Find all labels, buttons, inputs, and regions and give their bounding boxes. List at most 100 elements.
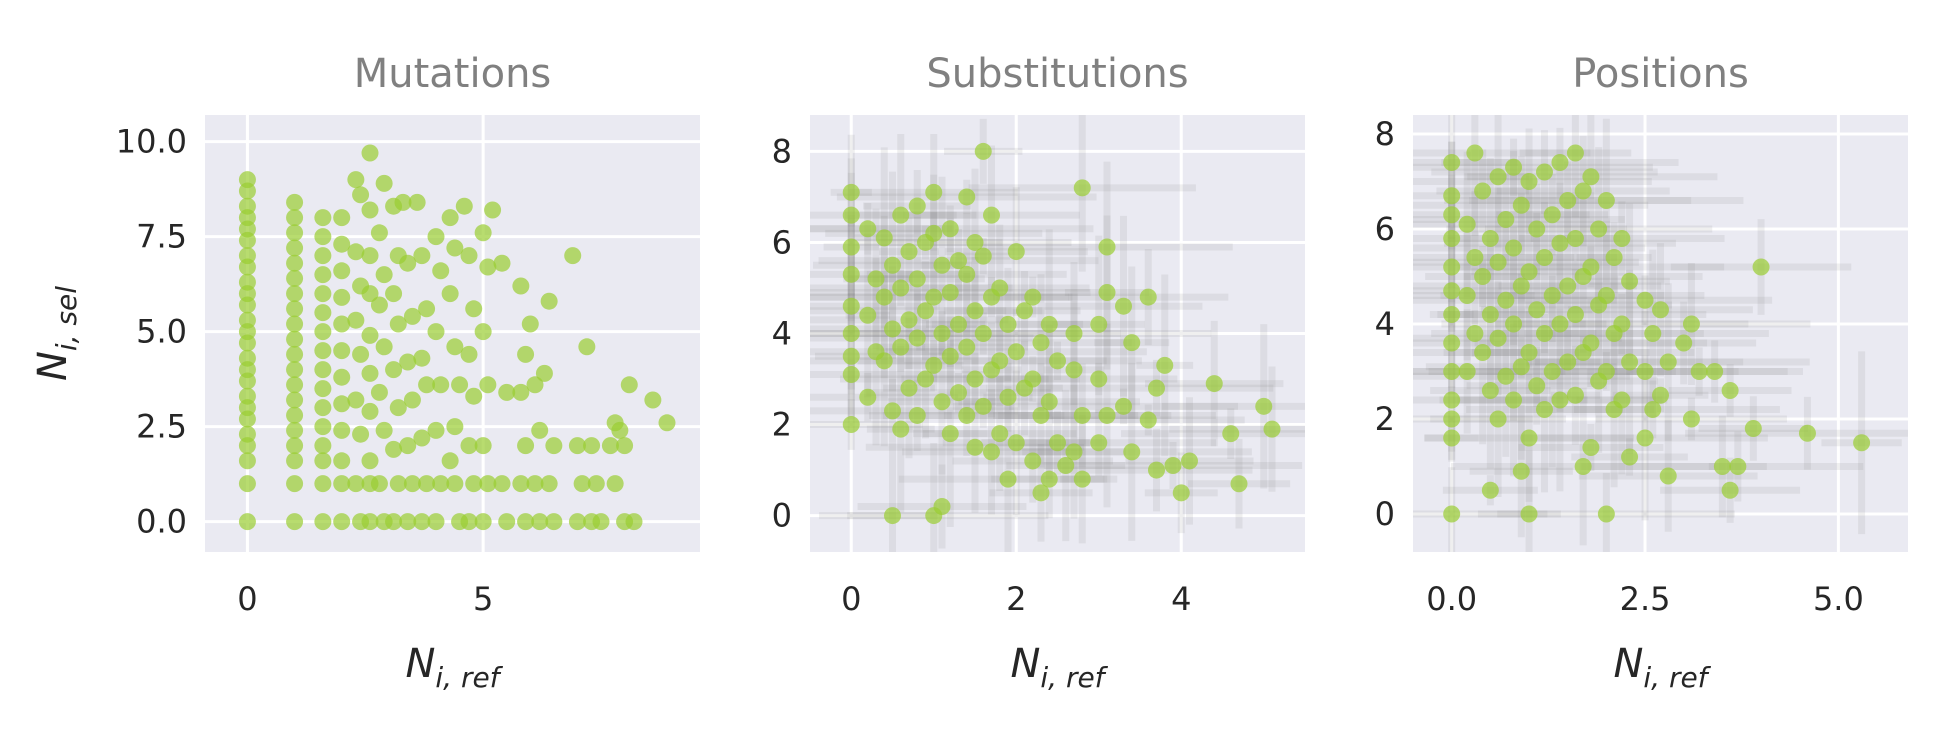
- scatter-point: [286, 421, 304, 439]
- scatter-point: [859, 220, 877, 238]
- scatter-point: [460, 437, 478, 455]
- scatter-point: [568, 513, 586, 531]
- scatter-point: [1535, 325, 1553, 342]
- scatter-point: [314, 475, 332, 493]
- scatter-point: [974, 142, 992, 160]
- y-tick-label: 2: [772, 406, 792, 444]
- scatter-point: [999, 470, 1017, 488]
- scatter-point: [370, 224, 388, 242]
- scatter-point: [432, 262, 450, 280]
- scatter-point: [1613, 315, 1631, 333]
- scatter-point: [842, 297, 860, 315]
- scatter-point: [286, 513, 304, 531]
- y-tick-label: 10.0: [116, 123, 187, 161]
- y-tick-label: 5.0: [136, 313, 187, 351]
- scatter-point: [592, 513, 610, 531]
- scatter-point: [983, 443, 1000, 461]
- scatter-point: [1528, 377, 1546, 395]
- scatter-point: [479, 475, 497, 493]
- scatter-point: [1566, 144, 1584, 162]
- x-tick-label: 4: [1171, 580, 1191, 618]
- scatter-point: [347, 171, 365, 189]
- scatter-point: [1535, 401, 1553, 418]
- scatter-point: [1443, 258, 1461, 276]
- scatter-point: [601, 437, 619, 455]
- scatter-point: [493, 475, 511, 493]
- scatter-point: [333, 262, 351, 280]
- scatter-point: [375, 174, 393, 192]
- scatter-point: [1520, 344, 1538, 361]
- scatter-point: [540, 292, 558, 310]
- y-tick-label: 4: [1375, 305, 1395, 343]
- scatter-point: [1566, 306, 1584, 323]
- scatter-point: [493, 254, 511, 272]
- scatter-point: [1205, 375, 1223, 393]
- y-tick-label: 7.5: [136, 218, 187, 256]
- scatter-point: [286, 315, 304, 333]
- scatter-point: [394, 193, 412, 211]
- scatter-point: [1621, 353, 1639, 371]
- scatter-point: [333, 342, 351, 360]
- scatter-point: [1644, 325, 1662, 342]
- scatter-point: [238, 410, 256, 428]
- scatter-point: [1597, 505, 1615, 523]
- scatter-point: [1597, 363, 1615, 380]
- scatter-point: [1621, 272, 1639, 290]
- scatter-point: [512, 277, 530, 295]
- scatter-point: [1443, 187, 1461, 205]
- scatter-point: [1098, 284, 1116, 302]
- scatter-point: [950, 384, 967, 402]
- scatter-point: [1016, 302, 1033, 320]
- scatter-point: [966, 438, 984, 456]
- scatter-point: [1535, 163, 1553, 181]
- scatter-point: [314, 209, 332, 227]
- scatter-point: [1512, 277, 1530, 295]
- y-tick-label: 4: [772, 315, 792, 353]
- scatter-point: [908, 197, 926, 215]
- scatter-point: [432, 475, 450, 493]
- scatter-point: [1123, 443, 1141, 461]
- scatter-point: [314, 342, 332, 360]
- scatter-point: [1551, 234, 1569, 252]
- y-tick-label: 6: [772, 223, 792, 261]
- scatter-point: [1520, 429, 1538, 447]
- scatter-point: [1613, 391, 1631, 409]
- scatter-point: [1040, 315, 1058, 333]
- scatter-point: [991, 279, 1009, 297]
- scatter-point: [512, 475, 530, 493]
- panel-1: 0 2 4 0 2 4 6 8 Substitutions Ni, ref: [772, 51, 1305, 694]
- scatter-point: [389, 315, 407, 333]
- scatter-point: [1675, 334, 1693, 352]
- scatter-point: [1497, 367, 1515, 385]
- y-tick-label: 0.0: [136, 503, 187, 541]
- scatter-point: [991, 425, 1009, 443]
- scatter-point: [238, 437, 256, 455]
- x-axis-label: Ni, ref: [1010, 641, 1108, 694]
- scatter-point: [1497, 291, 1515, 309]
- scatter-point: [526, 376, 544, 394]
- scatter-point: [1040, 470, 1058, 488]
- scatter-point: [441, 285, 459, 303]
- scatter-point: [361, 402, 379, 420]
- scatter-point: [1098, 406, 1116, 424]
- scatter-point: [1636, 363, 1654, 380]
- scatter-point: [286, 254, 304, 272]
- scatter-point: [314, 285, 332, 303]
- scatter-point: [583, 437, 601, 455]
- x-tick-label: 0: [237, 580, 257, 618]
- scatter-point: [1652, 301, 1669, 319]
- scatter-point: [908, 270, 926, 288]
- scatter-point: [474, 224, 492, 242]
- scatter-point: [606, 475, 624, 493]
- scatter-point: [620, 376, 638, 394]
- scatter-point: [1613, 230, 1631, 247]
- scatter-point: [1729, 458, 1747, 475]
- scatter-point: [1535, 249, 1553, 266]
- scatter-point: [314, 266, 332, 284]
- scatter-point: [1024, 370, 1042, 388]
- scatter-point: [1582, 334, 1600, 352]
- y-tick-label: 0: [1375, 495, 1395, 533]
- scatter-point: [917, 370, 934, 388]
- scatter-point: [1007, 434, 1025, 452]
- scatter-point: [1528, 220, 1546, 238]
